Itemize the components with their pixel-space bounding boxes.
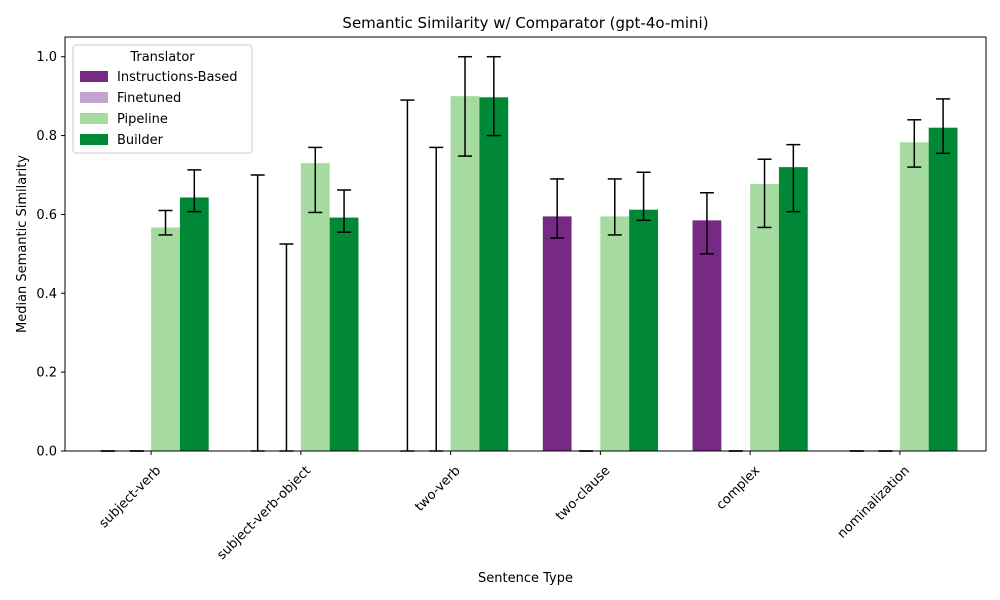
bar-instructions-based-complex	[692, 220, 722, 451]
bar-pipeline-complex	[750, 184, 779, 451]
error-bar	[308, 146, 323, 214]
x-axis: subject-verb subject-verb-object two-verb t…	[96, 451, 913, 563]
error-bar	[607, 178, 622, 236]
legend-swatch	[80, 71, 108, 82]
bar-builder-subject-verb	[179, 197, 209, 451]
plot-area	[100, 55, 958, 452]
y-tick-label: 0.4	[36, 287, 57, 302]
error-bar	[400, 99, 415, 452]
x-tick-label: complex	[714, 463, 764, 513]
error-bar	[757, 158, 772, 229]
chart-title: Semantic Similarity w/ Comparator (gpt-4…	[342, 14, 708, 32]
bar-builder-nominalization	[928, 127, 958, 451]
legend-label: Finetuned	[117, 91, 181, 106]
bar-pipeline-two-clause	[600, 216, 630, 451]
error-bar	[158, 209, 173, 236]
error-bar	[786, 143, 801, 213]
bar-builder-two-verb	[479, 97, 509, 451]
legend-title: Translator	[129, 50, 195, 65]
y-tick-label: 0.2	[36, 366, 57, 381]
x-tick-label: nominalization	[835, 463, 913, 541]
y-tick-label: 0.6	[36, 208, 57, 223]
error-bar	[486, 55, 501, 137]
error-bar	[550, 178, 565, 239]
bar-builder-complex	[778, 167, 808, 451]
x-tick-label: subject-verb	[96, 463, 164, 531]
x-tick-label: two-clause	[553, 463, 613, 523]
legend-box	[72, 44, 253, 154]
error-bar	[699, 191, 714, 255]
x-axis-title: Sentence Type	[478, 571, 573, 586]
error-bar	[936, 98, 951, 155]
error-bar	[337, 189, 352, 233]
y-tick-label: 1.0	[36, 50, 57, 65]
error-bar	[279, 243, 294, 452]
legend-swatch	[80, 134, 108, 145]
y-axis: 0.0 0.2 0.4 0.6 0.8 1.0	[36, 50, 65, 460]
legend-label: Instructions-Based	[117, 70, 238, 85]
x-tick-label: subject-verb-object	[214, 463, 314, 563]
legend-swatch	[80, 92, 108, 103]
y-tick-label: 0.0	[36, 445, 57, 460]
bar-builder-two-clause	[629, 209, 658, 451]
error-bar	[187, 169, 202, 213]
error-bar	[458, 55, 473, 157]
bar-pipeline-subject-verb	[151, 227, 180, 451]
error-bar	[636, 171, 651, 222]
bar-instructions-based-two-clause	[542, 216, 572, 451]
legend-label: Pipeline	[117, 112, 168, 127]
legend-swatch	[80, 113, 108, 124]
bar-pipeline-nominalization	[899, 142, 929, 451]
bar-builder-subject-verb-object	[329, 217, 359, 451]
error-bar	[429, 146, 444, 452]
error-bar	[907, 119, 922, 168]
y-axis-title: Median Semantic Similarity	[15, 155, 30, 333]
plot-frame	[64, 36, 987, 452]
y-tick-label: 0.8	[36, 129, 57, 144]
x-tick-label: two-verb	[412, 463, 463, 514]
error-bar	[250, 174, 265, 452]
legend: Translator Instructions-Based Finetuned Pi…	[72, 44, 253, 154]
legend-label: Builder	[117, 133, 164, 148]
